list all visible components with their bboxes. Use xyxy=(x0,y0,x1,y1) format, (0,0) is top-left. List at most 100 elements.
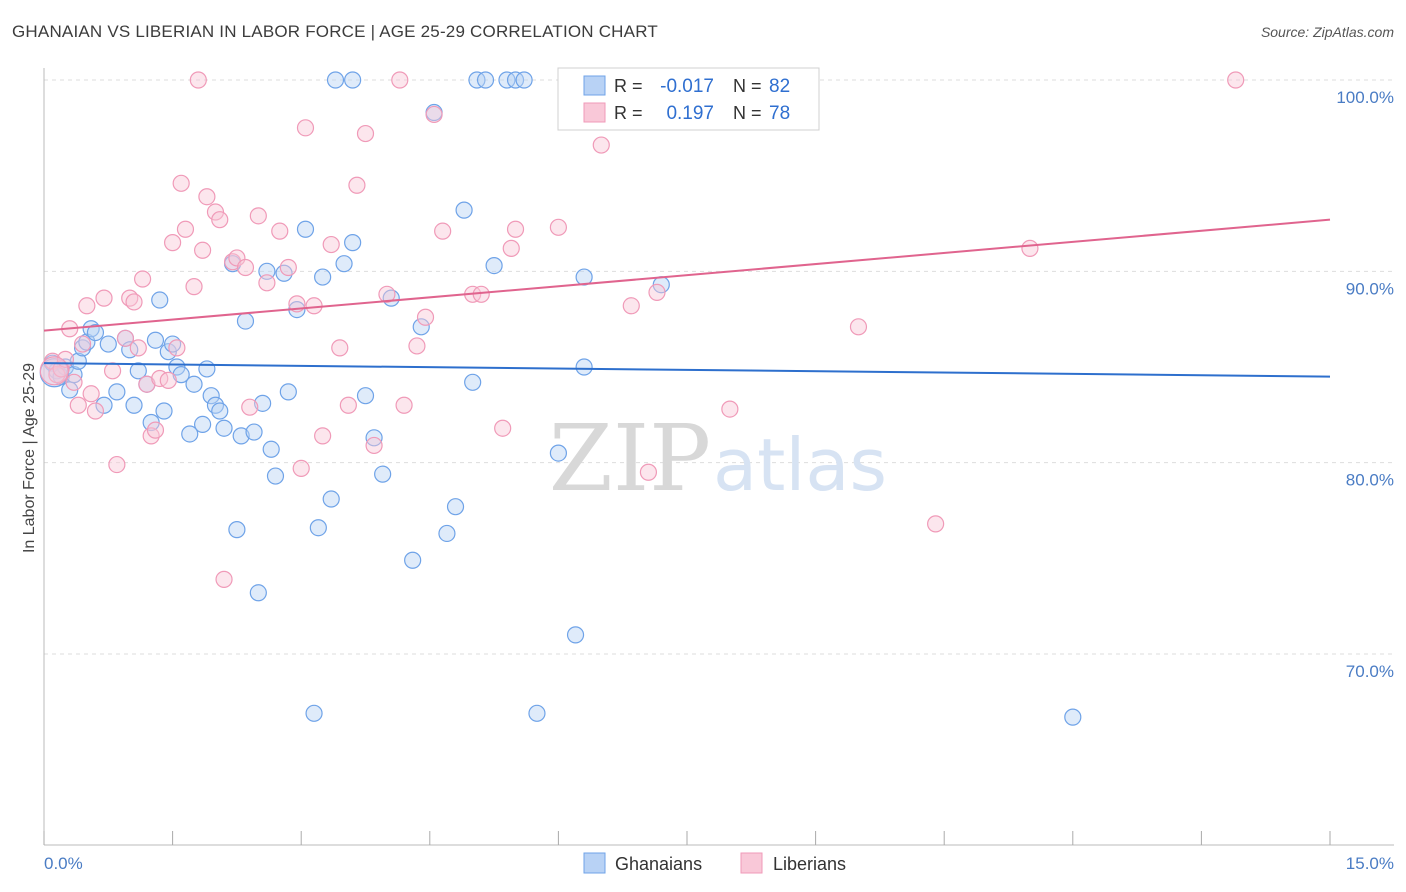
legend-ghanaians-label: Ghanaians xyxy=(615,854,702,874)
watermark-zip: ZIP xyxy=(549,405,711,512)
liberians-point xyxy=(365,436,383,455)
ghanaians-point xyxy=(446,498,465,516)
legend-pink-n-label: N = xyxy=(733,103,762,123)
legend-pink-r-label: R = xyxy=(614,103,643,123)
liberians-point xyxy=(194,241,212,259)
ghanaians-point xyxy=(322,490,340,508)
ghanaians-point xyxy=(566,626,585,644)
ghanaians-point xyxy=(412,318,430,336)
ghanaians-point xyxy=(232,427,250,445)
liberians-point xyxy=(339,396,357,414)
ghanaians-point xyxy=(95,396,113,414)
ghanaians-point xyxy=(129,362,147,380)
liberians-points xyxy=(39,71,1245,588)
ghanaians-point xyxy=(326,71,345,89)
liberians-point xyxy=(69,396,87,414)
x-tick-label: 15.0% xyxy=(1346,854,1394,873)
ghanaians-point xyxy=(464,373,482,391)
ghanaians-point xyxy=(249,584,267,602)
ghanaians-point xyxy=(344,234,362,252)
liberians-point xyxy=(82,385,100,403)
liberians-point xyxy=(39,356,69,386)
ghanaians-point xyxy=(262,440,280,458)
ghanaians-point xyxy=(245,423,263,441)
liberians-point xyxy=(236,258,255,277)
liberians-point xyxy=(52,360,70,378)
liberians-point xyxy=(721,400,739,418)
liberians-point xyxy=(391,71,409,89)
ghanaians-point xyxy=(155,402,173,420)
liberians-point xyxy=(322,235,340,254)
liberians-point xyxy=(305,297,323,315)
ghanaians-point xyxy=(236,312,255,330)
legend-pink-r-value: 0.197 xyxy=(666,103,714,124)
liberians-point xyxy=(331,339,349,357)
axes xyxy=(43,68,1394,846)
liberians-point xyxy=(506,220,525,238)
liberians-point xyxy=(271,222,289,240)
ghanaians-point xyxy=(485,256,503,275)
liberians-point xyxy=(549,218,568,236)
ghanaians-point xyxy=(181,425,199,443)
chart-title: GHANAIAN VS LIBERIAN IN LABOR FORCE | AG… xyxy=(12,22,658,41)
liberians-point xyxy=(408,337,426,355)
ghanaians-point xyxy=(151,291,169,309)
chart-source: Source: ZipAtlas.com xyxy=(1260,24,1394,40)
liberians-point xyxy=(927,515,945,533)
liberians-point xyxy=(648,283,666,301)
liberians-point xyxy=(296,119,315,137)
liberians-point xyxy=(494,419,512,437)
ghanaians-point xyxy=(438,524,456,543)
ghanaians-point xyxy=(476,71,495,89)
liberians-point xyxy=(592,136,610,154)
legend-blue-r-label: R = xyxy=(614,76,643,96)
liberians-point xyxy=(116,329,135,347)
ghanaians-point xyxy=(314,268,332,286)
liberians-point xyxy=(73,335,92,353)
x-tick-label: 0.0% xyxy=(44,854,83,873)
liberians-point xyxy=(314,427,332,445)
trend-lines xyxy=(43,218,1331,378)
ghanaians-point xyxy=(146,331,165,349)
liberians-point xyxy=(1227,71,1245,89)
liberians-point xyxy=(416,308,435,326)
ghanaians-point xyxy=(86,323,105,342)
ghanaians-point xyxy=(1064,708,1082,726)
liberians-point xyxy=(241,398,259,416)
liberians-point xyxy=(356,124,375,143)
ghanaians-point xyxy=(125,396,143,414)
liberians-point xyxy=(292,459,310,478)
ghanaians-point xyxy=(528,704,546,722)
liberians-point xyxy=(146,421,165,439)
ghanaians-point xyxy=(305,704,323,722)
liberians-point xyxy=(215,570,233,588)
liberians-point xyxy=(78,297,96,315)
legend-pink-swatch xyxy=(583,102,606,123)
liberians-point xyxy=(849,318,868,336)
ghanaians-point xyxy=(254,394,272,412)
liberians-point xyxy=(258,274,276,292)
liberians-point xyxy=(249,207,267,225)
liberians-point xyxy=(639,463,658,481)
legend-blue-n-label: N = xyxy=(733,76,762,96)
liberians-point xyxy=(189,71,207,89)
ghanaians-point xyxy=(575,268,593,286)
y-tick-label: 70.0% xyxy=(1346,662,1394,681)
legend-blue-n-value: 82 xyxy=(769,76,790,97)
liberians-point xyxy=(228,249,246,267)
ghanaians-point xyxy=(374,465,392,483)
y-tick-labels: 70.0% 80.0% 90.0% 100.0% xyxy=(1336,88,1394,681)
liberians-point xyxy=(211,211,229,229)
liberians-point xyxy=(395,396,413,414)
liberians-point xyxy=(434,222,452,240)
liberians-point xyxy=(198,188,216,206)
ghanaians-point xyxy=(266,467,285,485)
ghanaians-point xyxy=(185,375,203,393)
liberians-point xyxy=(86,402,105,420)
liberians-point xyxy=(129,339,147,357)
liberians-point xyxy=(103,362,122,380)
liberians-point xyxy=(502,239,520,257)
ghanaians-point xyxy=(215,419,233,437)
liberians-point xyxy=(65,373,83,391)
